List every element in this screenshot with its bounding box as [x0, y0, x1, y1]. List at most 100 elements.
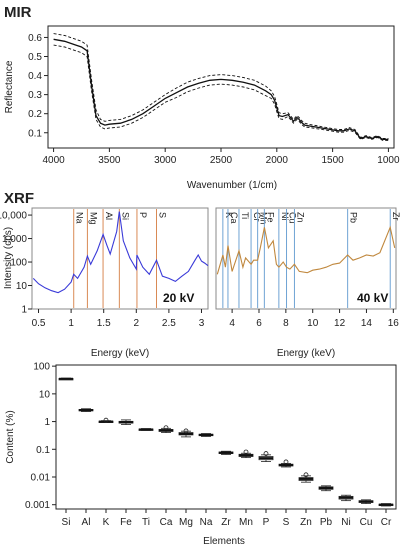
mir-x-tick-label: 1500 — [321, 155, 344, 166]
content-x-tick-label: Ti — [142, 517, 150, 528]
mir-plot-frame — [47, 25, 395, 149]
content-x-tick-label: Zn — [300, 517, 312, 528]
xrf-y-tick-label: 1 — [21, 305, 27, 316]
xrf-panel: XRF Intensity (cps) Energy (keV) Energy … — [0, 190, 401, 359]
xrf-y-tick-label: 100 — [10, 258, 27, 269]
mir-y-tick-label: 0.6 — [28, 33, 42, 44]
content-x-tick-label: Cu — [360, 517, 373, 528]
xrf-x-tick-label: 1 — [68, 318, 74, 329]
outlier-point-s — [283, 459, 289, 465]
xrf-x-tick-label: 16 — [388, 318, 400, 329]
content-x-tick-label: Fe — [120, 517, 132, 528]
xrf-element-label: Zr — [391, 212, 401, 221]
content-y-tick-label: 1 — [44, 417, 50, 428]
xrf-element-label: Mg — [88, 212, 98, 225]
content-x-tick-label: Pb — [320, 517, 333, 528]
content-x-tick-label: Na — [200, 517, 213, 528]
mir-x-tick-label: 1000 — [377, 155, 400, 166]
mir-x-tick-label: 3000 — [154, 155, 177, 166]
xrf-element-label: Al — [104, 212, 114, 220]
outlier-point-mg — [183, 428, 189, 434]
mir-y-tick-label: 0.1 — [28, 128, 42, 139]
xrf-y-tick-label: 10,000 — [0, 211, 27, 222]
xrf-x-tick-label: 1.5 — [97, 318, 111, 329]
xrf-x-tick-label: 12 — [334, 318, 346, 329]
xrf-element-label: Cu — [288, 212, 298, 224]
content-y-tick-label: 0.01 — [31, 472, 51, 483]
xrf-x-tick-label: 10 — [307, 318, 319, 329]
content-panel: Content (%) Elements 100 10 1 0.1 0.01 0.001 S… — [5, 362, 397, 547]
mir-x-tick-label: 4000 — [42, 155, 65, 166]
xrf-x-tick-label: 2 — [134, 318, 140, 329]
xrf-element-label: S — [158, 212, 168, 218]
xrf-element-label: Ca — [229, 212, 239, 224]
xrf-x-tick-label: 4 — [229, 318, 235, 329]
content-x-tick-label: Mg — [179, 517, 193, 528]
xrf-20kv-annotation: 20 kV — [163, 291, 194, 305]
xrf-x-tick-label: 14 — [361, 318, 373, 329]
content-x-tick-label: Cr — [381, 517, 392, 528]
content-y-tick-label: 0.1 — [36, 445, 50, 456]
xrf-spectrum-line-2 — [216, 225, 396, 275]
xrf-element-label: K — [224, 212, 234, 218]
mir-panel: MIR Reflectance Wavenumber (1/cm) 4000 35… — [4, 4, 400, 191]
xrf-element-label: Pb — [349, 212, 359, 223]
xrf-y-axis-label: Intensity (cps) — [3, 227, 14, 289]
content-x-tick-label: Al — [82, 517, 91, 528]
xrf-40kv-annotation: 40 kV — [357, 291, 388, 305]
mir-x-tick-label: 3500 — [98, 155, 121, 166]
xrf-element-label: Fe — [265, 212, 275, 223]
xrf-x-tick-label: 6 — [256, 318, 262, 329]
xrf-40kv-x-axis-label: Energy (keV) — [277, 348, 335, 359]
content-x-tick-label: Ca — [160, 517, 173, 528]
mir-y-tick-label: 0.2 — [28, 109, 42, 120]
xrf-element-label: Ti — [240, 212, 250, 219]
content-y-tick-label: 0.001 — [25, 500, 50, 511]
content-x-axis-label: Elements — [203, 536, 245, 547]
content-x-tick-label: K — [103, 517, 110, 528]
xrf-y-tick-label: 1,000 — [2, 234, 27, 245]
xrf-title: XRF — [4, 190, 34, 207]
content-x-tick-label: Ni — [341, 517, 350, 528]
xrf-element-label: Si — [120, 212, 130, 220]
xrf-element-label: Cr — [252, 212, 262, 222]
content-y-tick-label: 100 — [33, 362, 50, 373]
xrf-element-label: Zn — [295, 212, 305, 223]
xrf-x-tick-label: 8 — [283, 318, 289, 329]
content-x-tick-label: Mn — [239, 517, 253, 528]
mir-series-line-1 — [53, 38, 389, 141]
outlier-point-zn — [303, 472, 309, 478]
outlier-point-ca — [163, 425, 169, 431]
mir-y-axis-label: Reflectance — [4, 60, 15, 113]
mir-y-tick-label: 0.4 — [28, 71, 42, 82]
xrf-x-tick-label: 0.5 — [32, 318, 46, 329]
xrf-element-label: Ni — [280, 212, 290, 221]
mir-series-line-2 — [53, 33, 389, 139]
content-y-axis-label: Content (%) — [5, 410, 16, 463]
content-y-tick-label: 10 — [39, 389, 51, 400]
xrf-x-tick-label: 3 — [199, 318, 205, 329]
xrf-spectrum-line-1 — [32, 211, 209, 294]
outlier-point-k — [103, 417, 109, 423]
xrf-x-tick-label: 2.5 — [162, 318, 176, 329]
mir-x-tick-label: 2000 — [266, 155, 289, 166]
mir-y-tick-label: 0.3 — [28, 90, 42, 101]
outlier-point-p — [263, 451, 269, 456]
mir-y-tick-label: 0.5 — [28, 52, 42, 63]
xrf-element-label: P — [138, 212, 148, 218]
content-x-tick-label: Zr — [221, 517, 231, 528]
mir-series-line-3 — [53, 44, 389, 141]
xrf-20kv-frame — [31, 207, 209, 310]
content-plot-frame — [55, 364, 397, 510]
xrf-y-tick-label: 10 — [16, 281, 28, 292]
xrf-element-label: Mn — [259, 212, 269, 225]
xrf-20kv-x-axis-label: Energy (keV) — [91, 348, 149, 359]
xrf-element-label: Na — [75, 212, 85, 224]
content-x-tick-label: P — [263, 517, 270, 528]
content-x-tick-label: S — [283, 517, 290, 528]
mir-x-axis-label: Wavenumber (1/cm) — [187, 180, 277, 191]
outlier-point-mn — [243, 449, 249, 455]
mir-title: MIR — [4, 4, 32, 21]
mir-x-tick-label: 2500 — [210, 155, 233, 166]
